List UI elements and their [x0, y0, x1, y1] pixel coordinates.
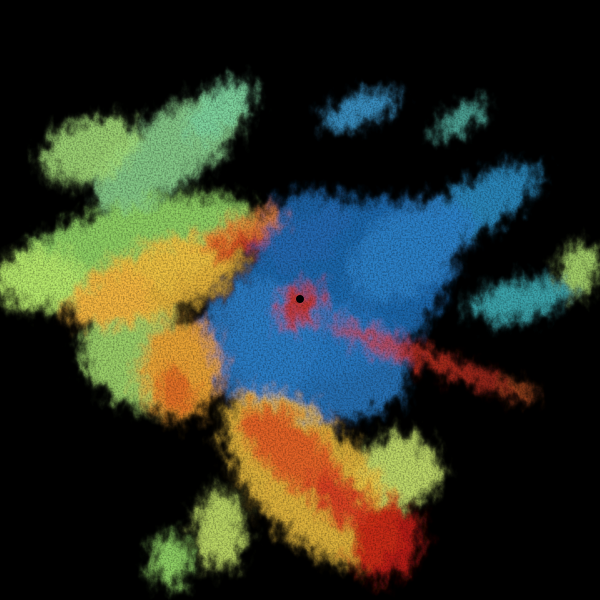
radar-site [296, 295, 304, 303]
